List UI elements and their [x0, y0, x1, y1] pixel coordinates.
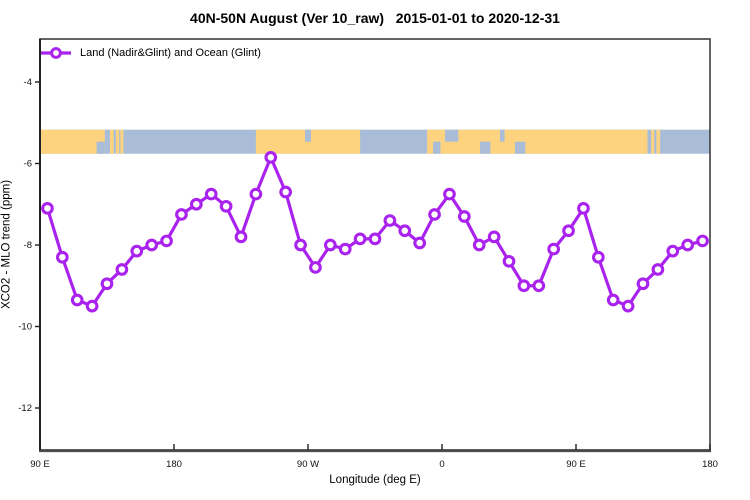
map-band-land-segment: [427, 129, 648, 154]
data-point[interactable]: [249, 187, 263, 201]
data-point[interactable]: [234, 230, 248, 244]
y-tick-label: -8: [24, 240, 32, 251]
data-point[interactable]: [487, 230, 501, 244]
data-point[interactable]: [606, 293, 620, 307]
data-point[interactable]: [264, 151, 278, 164]
data-point[interactable]: [696, 234, 709, 248]
data-point[interactable]: [55, 250, 69, 264]
map-band-ocean-patch: [514, 141, 526, 154]
x-tick-label: 0: [439, 459, 444, 470]
legend-marker-icon: [41, 47, 71, 59]
map-band-land-segment: [40, 129, 105, 154]
map-band-ocean-patch: [479, 141, 491, 154]
data-point[interactable]: [398, 224, 412, 238]
data-point[interactable]: [85, 299, 99, 313]
data-point[interactable]: [145, 238, 159, 252]
data-point[interactable]: [681, 238, 695, 252]
data-point[interactable]: [591, 250, 605, 264]
data-point[interactable]: [547, 242, 561, 256]
y-tick-label: -12: [18, 403, 32, 414]
data-point[interactable]: [309, 261, 322, 274]
x-tick-label: 180: [166, 459, 182, 470]
y-tick-label: -10: [18, 322, 32, 333]
data-point[interactable]: [443, 187, 456, 201]
data-point[interactable]: [130, 244, 144, 258]
map-band-ocean-patch: [96, 141, 105, 154]
data-point[interactable]: [636, 277, 650, 291]
map-band-land-segment: [115, 129, 120, 154]
legend-label: Land (Nadir&Glint) and Ocean (Glint): [80, 47, 261, 59]
data-point[interactable]: [577, 201, 590, 215]
data-point[interactable]: [502, 254, 516, 268]
data-point[interactable]: [294, 238, 307, 252]
data-point[interactable]: [70, 293, 84, 307]
data-point[interactable]: [621, 299, 635, 313]
data-point[interactable]: [562, 224, 575, 238]
data-point[interactable]: [666, 244, 680, 258]
data-point[interactable]: [517, 279, 531, 293]
data-point[interactable]: [160, 234, 173, 248]
data-line: [45, 155, 705, 308]
data-point[interactable]: [219, 199, 233, 213]
data-point[interactable]: [338, 242, 352, 256]
map-band-ocean-patch: [500, 129, 505, 142]
legend-circle-icon: [50, 47, 62, 59]
x-tick-label: 90 E: [566, 459, 586, 470]
chart-title: 40N-50N August (Ver 10_raw) 2015-01-01 t…: [190, 10, 560, 26]
y-tick-label: -4: [24, 77, 32, 88]
map-band-land-segment: [656, 129, 661, 154]
map-band-land-segment: [109, 129, 114, 154]
map-band-land-segment: [120, 129, 124, 154]
data-point[interactable]: [428, 208, 441, 221]
data-point[interactable]: [279, 185, 293, 199]
y-axis-label: XCO2 - MLO trend (ppm): [0, 179, 13, 310]
y-tick-label: -6: [24, 159, 32, 170]
data-point[interactable]: [472, 238, 486, 252]
x-axis-label: Longitude (deg E): [329, 474, 421, 486]
data-point[interactable]: [383, 214, 397, 227]
data-point[interactable]: [189, 197, 203, 211]
data-point[interactable]: [204, 187, 218, 201]
data-point[interactable]: [651, 263, 665, 276]
data-point[interactable]: [457, 210, 471, 223]
map-band-ocean-patch: [305, 129, 311, 142]
map-band-ocean-patch: [433, 141, 441, 154]
data-point[interactable]: [368, 232, 382, 246]
data-point[interactable]: [175, 208, 188, 221]
x-tick-label: 90 W: [297, 459, 319, 470]
map-band-ocean-patch: [444, 129, 459, 142]
data-point[interactable]: [413, 236, 427, 250]
data-point[interactable]: [41, 201, 54, 215]
data-point[interactable]: [532, 279, 546, 293]
legend: Land (Nadir&Glint) and Ocean (Glint): [40, 45, 261, 61]
data-point[interactable]: [100, 277, 114, 291]
x-tick-label: 180: [702, 459, 718, 470]
data-point[interactable]: [115, 263, 129, 276]
data-point[interactable]: [353, 232, 367, 246]
map-band-land-segment: [651, 129, 655, 154]
data-point[interactable]: [323, 238, 337, 252]
x-tick-label: 90 E: [30, 459, 50, 470]
